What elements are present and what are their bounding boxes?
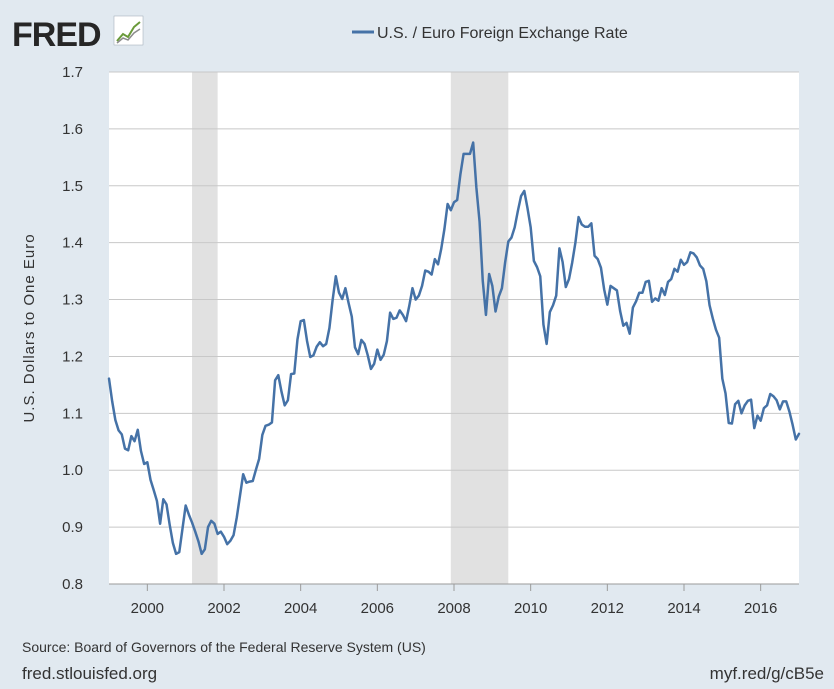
logo-graph-icon (113, 15, 144, 46)
x-axis: 2000 2002 2004 2006 2008 2010 2012 2014 2016 (109, 583, 799, 617)
source-note: Source: Board of Governors of the Federa… (22, 639, 426, 655)
legend[interactable]: U.S. / Euro Foreign Exchange Rate (352, 25, 628, 42)
fred-logo[interactable]: FRED (12, 15, 144, 54)
x-tick-label: 2014 (667, 600, 700, 617)
x-tick-label: 2010 (514, 600, 547, 617)
short-link[interactable]: myf.red/g/cB5e (709, 664, 824, 683)
y-tick-label: 1.5 (62, 178, 83, 195)
y-tick-label: 1.3 (62, 292, 83, 309)
series-line-1 (107, 141, 801, 556)
y-tick-label: 1.2 (62, 348, 83, 365)
series-layer (107, 141, 801, 556)
y-tick-label: 1.0 (62, 462, 83, 479)
y-tick-label: 1.4 (62, 235, 83, 252)
x-tick-label: 2008 (437, 600, 470, 617)
y-tick-label: 1.7 (62, 64, 83, 81)
fred-logo-text: FRED (12, 16, 101, 54)
x-tick-label: 2004 (284, 600, 317, 617)
recession-shading (192, 72, 509, 584)
y-tick-label: 0.8 (62, 576, 83, 593)
y-axis-title: U.S. Dollars to One Euro (21, 233, 38, 422)
x-tick-label: 2000 (131, 600, 164, 617)
y-tick-label: 0.9 (62, 519, 83, 536)
site-link[interactable]: fred.stlouisfed.org (22, 664, 158, 683)
recession-band-1 (192, 72, 218, 584)
legend-label: U.S. / Euro Foreign Exchange Rate (377, 25, 628, 42)
y-axis: 0.8 0.9 1.0 1.1 1.2 1.3 1.4 1.5 1.6 1.7 (62, 64, 83, 593)
x-tick-label: 2012 (591, 600, 624, 617)
x-tick-label: 2006 (361, 600, 394, 617)
y-tick-label: 1.1 (62, 405, 83, 422)
y-tick-label: 1.6 (62, 121, 83, 138)
recession-band-2 (450, 72, 509, 584)
x-tick-label: 2002 (207, 600, 240, 617)
x-tick-label: 2016 (744, 600, 777, 617)
